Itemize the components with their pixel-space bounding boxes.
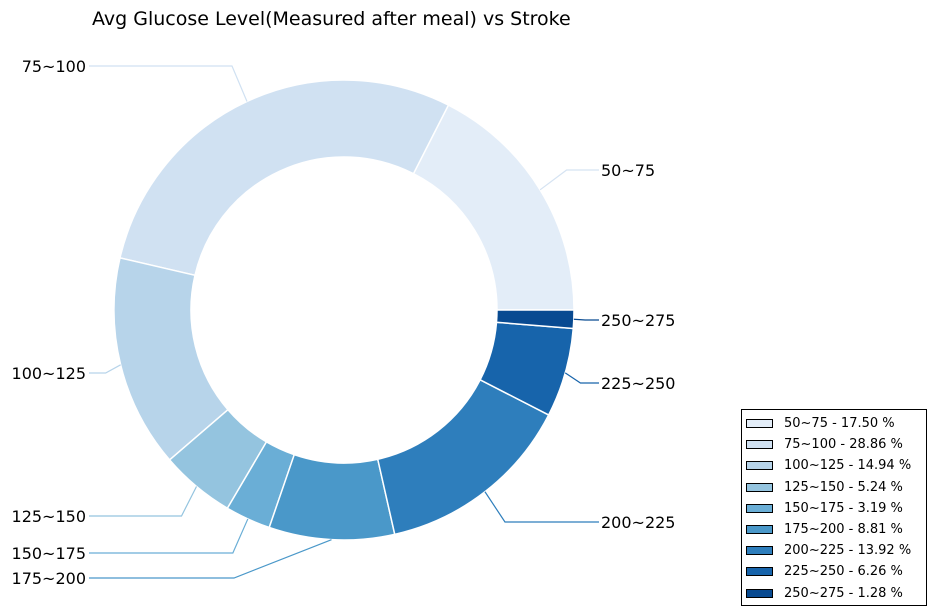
legend-label: 125~150 - 5.24 % — [784, 479, 903, 495]
leader-line-100~125 — [89, 364, 121, 374]
legend-swatch — [746, 419, 773, 429]
slice-label-125~150: 125~150 — [12, 507, 86, 526]
legend-swatch — [746, 440, 773, 450]
slice-labels: 50~75 75~100 100~125 125~150 150~175 175~200 2… — [12, 57, 676, 588]
leader-line-125~150 — [89, 486, 198, 517]
leader-line-50~75 — [539, 169, 599, 191]
donut-slice-250~275 — [495, 309, 575, 330]
chart-title: Avg Glucose Level(Measured after meal) v… — [92, 8, 571, 30]
donut-slice-200~225 — [376, 378, 550, 536]
legend-swatch — [746, 546, 773, 556]
legend-label: 75~100 - 28.86 % — [784, 437, 903, 453]
legend-swatch — [746, 461, 773, 471]
slice-label-225~250: 225~250 — [601, 374, 675, 393]
legend-label: 175~200 - 8.81 % — [784, 522, 903, 538]
legend-item: 225~250 - 6.26 % — [742, 561, 926, 582]
leader-line-175~200 — [89, 539, 332, 579]
leader-line-75~100 — [89, 65, 248, 102]
legend-label: 200~225 - 13.92 % — [784, 543, 912, 559]
legend-swatch — [746, 525, 773, 535]
legend-label: 50~75 - 17.50 % — [784, 416, 895, 432]
legend-swatch — [746, 567, 773, 577]
slice-label-175~200: 175~200 — [12, 569, 86, 588]
slice-label-150~175: 150~175 — [12, 544, 86, 563]
legend-swatch — [746, 482, 773, 492]
legend-item: 250~275 - 1.28 % — [742, 583, 926, 604]
leader-lines — [89, 65, 599, 579]
legend-item: 75~100 - 28.86 % — [742, 434, 926, 455]
legend-swatch — [746, 503, 773, 513]
slice-label-200~225: 200~225 — [601, 513, 675, 532]
donut-slices — [113, 79, 575, 541]
legend-item: 50~75 - 17.50 % — [742, 413, 926, 434]
donut-slice-50~75 — [412, 104, 575, 311]
slice-label-50~75: 50~75 — [601, 161, 655, 180]
leader-line-150~175 — [89, 518, 249, 554]
legend-item: 175~200 - 8.81 % — [742, 519, 926, 540]
legend-item: 100~125 - 14.94 % — [742, 455, 926, 476]
leader-line-225~250 — [564, 372, 599, 384]
legend-label: 100~125 - 14.94 % — [784, 458, 912, 474]
legend-label: 250~275 - 1.28 % — [784, 585, 903, 601]
slice-label-100~125: 100~125 — [12, 364, 86, 383]
leader-line-250~275 — [573, 318, 599, 321]
slice-label-250~275: 250~275 — [601, 311, 675, 330]
legend-label: 150~175 - 3.19 % — [784, 500, 903, 516]
legend-item: 200~225 - 13.92 % — [742, 540, 926, 561]
legend-item: 150~175 - 3.19 % — [742, 498, 926, 519]
legend-item: 125~150 - 5.24 % — [742, 477, 926, 498]
legend-swatch — [746, 588, 773, 598]
legend: 50~75 - 17.50 % 75~100 - 28.86 % 100~125 -… — [741, 409, 927, 606]
donut-slice-75~100 — [119, 79, 450, 277]
leader-line-200~225 — [484, 491, 599, 523]
legend-label: 225~250 - 6.26 % — [784, 564, 903, 580]
slice-label-75~100: 75~100 — [22, 57, 86, 76]
